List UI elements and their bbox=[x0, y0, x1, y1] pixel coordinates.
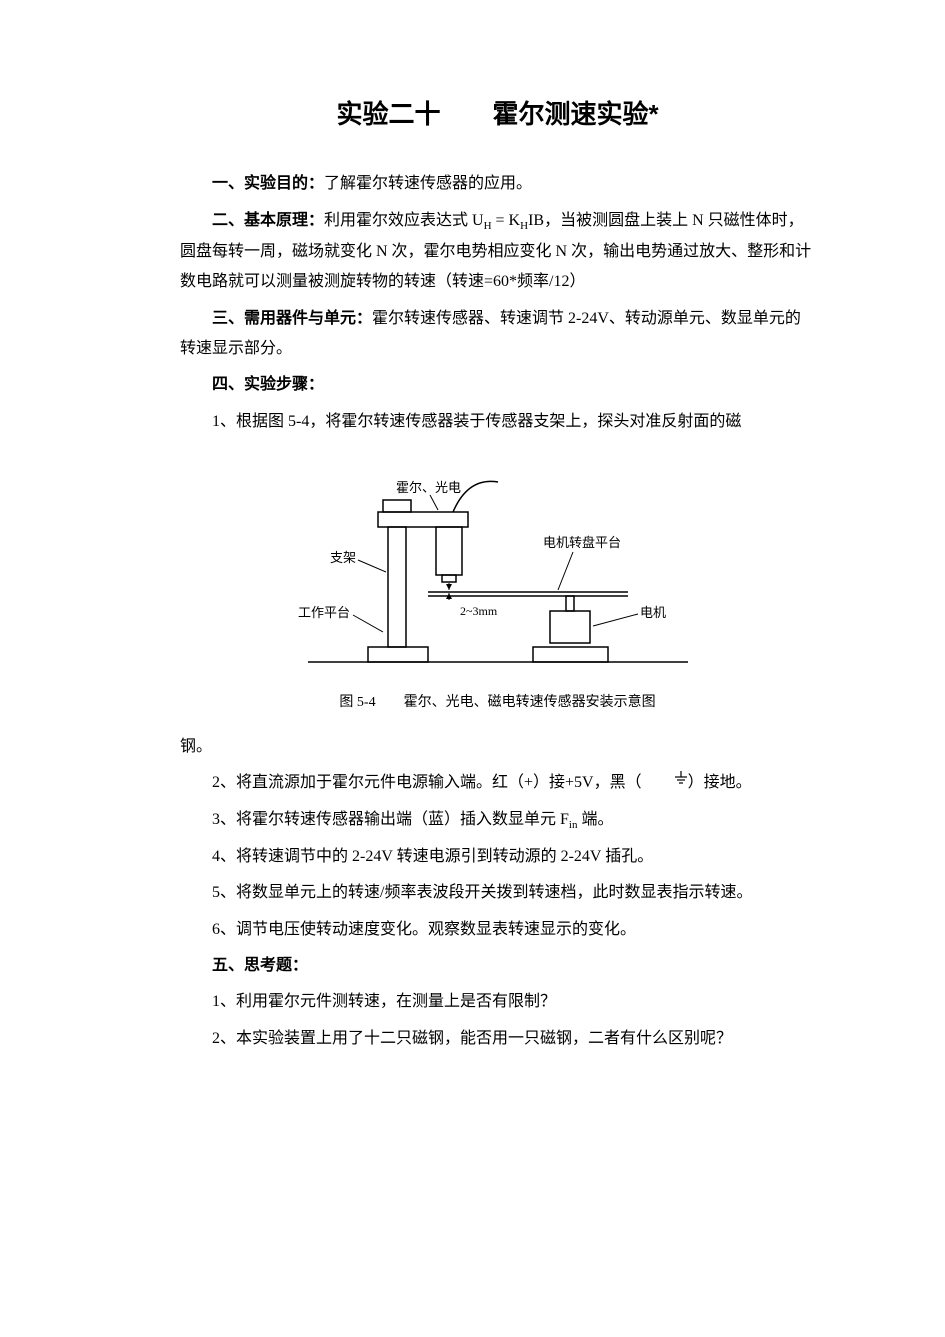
section-objective: 一、实验目的：了解霍尔转速传感器的应用。 bbox=[180, 169, 815, 199]
section-text: 了解霍尔转速传感器的应用。 bbox=[324, 175, 532, 192]
step-item: 1、根据图 5-4，将霍尔转速传感器装于传感器支架上，探头对准反射面的磁 bbox=[180, 407, 815, 437]
diagram-label-bracket: 支架 bbox=[330, 550, 356, 565]
question-item: 2、本实验装置上用了十二只磁钢，能否用一只磁钢，二者有什么区别呢？ bbox=[180, 1024, 815, 1054]
caption-text: 霍尔、光电、磁电转速传感器安装示意图 bbox=[404, 695, 656, 710]
section-text: 利用霍尔效应表达式 U bbox=[324, 212, 484, 229]
section-label: 五、思考题： bbox=[212, 957, 308, 974]
subscript: H bbox=[484, 220, 492, 232]
step-item: 5、将数显单元上的转速/频率表波段开关拨到转速档，此时数显表指示转速。 bbox=[180, 878, 815, 908]
step-text: 2、将直流源加于霍尔元件电源输入端。红（+）接+5V，黑（ bbox=[212, 774, 642, 791]
step-item: 3、将霍尔转速传感器输出端（蓝）插入数显单元 Fin 端。 bbox=[180, 805, 815, 836]
question-item: 1、利用霍尔元件测转速，在测量上是否有限制？ bbox=[180, 987, 815, 1017]
section-equipment: 三、需用器件与单元：霍尔转速传感器、转速调节 2-24V、转动源单元、数显单元的… bbox=[180, 304, 815, 365]
caption-prefix: 图 5-4 bbox=[339, 695, 375, 710]
diagram-label-platform: 工作平台 bbox=[298, 605, 350, 620]
step-item: 4、将转速调节中的 2-24V 转速电源引到转动源的 2-24V 插孔。 bbox=[180, 842, 815, 872]
section-text: = K bbox=[492, 212, 521, 229]
diagram-label-disk: 电机转盘平台 bbox=[543, 535, 621, 550]
step-item: 2、将直流源加于霍尔元件电源输入端。红（+）接+5V，黑（ ）接地。 bbox=[180, 768, 815, 799]
text-fragment: 钢。 bbox=[180, 732, 815, 762]
diagram: 霍尔、光电 支架 工作平台 2~3mm 电机转盘平台 电机 bbox=[288, 452, 708, 682]
page-title: 实验二十 霍尔测速实验* bbox=[180, 90, 815, 139]
section-label: 四、实验步骤： bbox=[212, 376, 324, 393]
step-item: 6、调节电压使转动速度变化。观察数显表转速显示的变化。 bbox=[180, 915, 815, 945]
section-questions: 五、思考题： bbox=[180, 951, 815, 981]
step-text: 端。 bbox=[577, 811, 613, 828]
subscript: H bbox=[520, 220, 528, 232]
section-steps: 四、实验步骤： bbox=[180, 370, 815, 400]
step-text: ）接地。 bbox=[688, 774, 752, 791]
ground-icon bbox=[642, 766, 688, 796]
diagram-label-motor: 电机 bbox=[640, 605, 666, 620]
section-label: 二、基本原理： bbox=[212, 212, 324, 229]
step-text: 3、将霍尔转速传感器输出端（蓝）插入数显单元 F bbox=[212, 811, 569, 828]
diagram-label-sensor: 霍尔、光电 bbox=[396, 480, 461, 495]
section-principle: 二、基本原理：利用霍尔效应表达式 UH = KHIB，当被测圆盘上装上 N 只磁… bbox=[180, 206, 815, 298]
section-label: 一、实验目的： bbox=[212, 175, 324, 192]
diagram-caption: 图 5-4 霍尔、光电、磁电转速传感器安装示意图 bbox=[339, 690, 655, 717]
diagram-label-gap: 2~3mm bbox=[460, 604, 498, 618]
diagram-container: 霍尔、光电 支架 工作平台 2~3mm 电机转盘平台 电机 图 5-4 霍尔、光… bbox=[180, 452, 815, 717]
section-label: 三、需用器件与单元： bbox=[212, 310, 372, 327]
